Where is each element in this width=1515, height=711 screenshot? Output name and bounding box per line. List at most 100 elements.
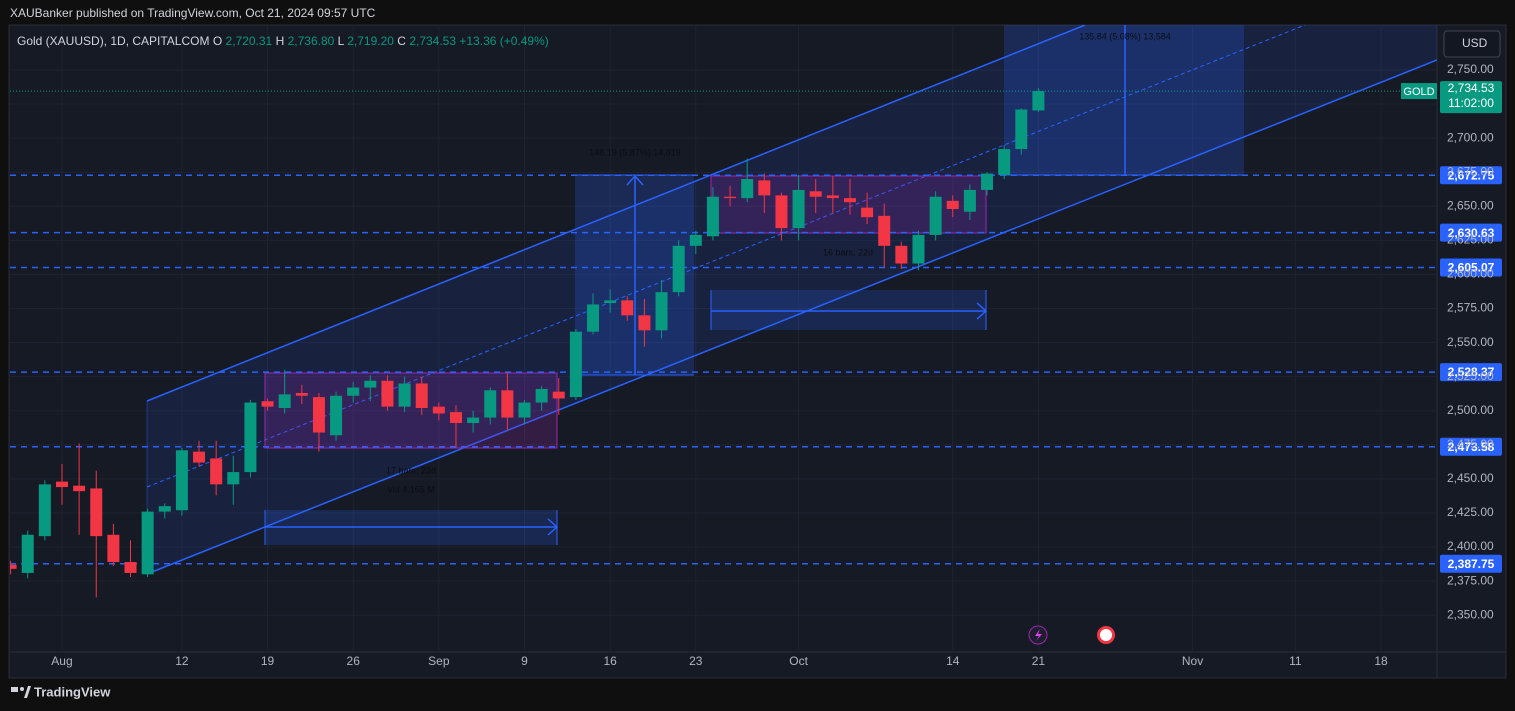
y-tick-label: 2,550.00: [1447, 335, 1494, 349]
legend-item: +13.36 (+0.49%): [459, 34, 548, 48]
legend-item: 2,719.20: [347, 34, 394, 48]
candle-body: [364, 380, 377, 388]
candle-body: [467, 417, 480, 424]
level-label: 2,630.63: [1448, 226, 1495, 240]
level-label-box: [1440, 223, 1502, 242]
level-label-box: [1440, 363, 1502, 382]
candle-body: [929, 196, 942, 235]
candle-body: [1015, 109, 1028, 150]
candle-body: [330, 395, 343, 436]
candle-body: [398, 383, 411, 407]
date-range-box: [711, 290, 986, 330]
y-tick-label: 2,425.00: [1447, 505, 1494, 519]
y-tick-label: 2,600.00: [1447, 267, 1494, 281]
candle-body: [175, 450, 188, 511]
level-label: 2,473.58: [1448, 440, 1495, 454]
legend: Gold (XAUUSD), 1D, CAPITALCOM O 2,720.31…: [17, 34, 549, 48]
channel-mid: [146, 25, 1306, 488]
currency: USD: [1462, 36, 1488, 50]
annotation: 135.84 (5.08%) 13,584: [1079, 31, 1171, 41]
candle-body: [724, 196, 737, 199]
footer-brand: TradingView: [34, 684, 111, 699]
candle-body: [415, 383, 428, 409]
candle-body: [312, 397, 325, 433]
candle-body: [826, 195, 839, 199]
candle-body: [741, 179, 754, 199]
event-icon-glyph: [1100, 629, 1112, 641]
candle-body: [55, 481, 68, 488]
x-tick-label: 23: [689, 654, 703, 668]
candle-body: [381, 380, 394, 407]
legend-item: L: [338, 34, 345, 48]
footer-logo: [11, 686, 31, 698]
annotation: 16 bars, 22d: [823, 247, 873, 257]
x-tick-label: 18: [1374, 654, 1388, 668]
annotation: 148.19 (5.87%) 14,819: [589, 147, 681, 157]
annotation: 17 bars, 23d: [386, 465, 436, 475]
x-tick-label: Aug: [51, 654, 72, 668]
candle-body: [843, 198, 856, 203]
candle-body: [604, 300, 617, 304]
legend-item: C: [397, 34, 406, 48]
y-tick-label: 2,500.00: [1447, 403, 1494, 417]
candle-body: [21, 534, 34, 573]
y-tick-label: 2,475.00: [1447, 437, 1494, 451]
candle-body: [141, 511, 154, 575]
y-tick-label: 2,750.00: [1447, 62, 1494, 76]
candle-body: [621, 300, 634, 316]
candle-body: [484, 390, 497, 418]
x-tick-label: 16: [603, 654, 617, 668]
y-tick-label: 2,350.00: [1447, 607, 1494, 621]
x-tick-label: 21: [1032, 654, 1046, 668]
y-tick-label: 2,400.00: [1447, 539, 1494, 553]
legend-item: 2,720.31: [226, 34, 273, 48]
countdown: 11:02:00: [1448, 96, 1494, 110]
candle-body: [73, 485, 86, 492]
candle-body: [124, 562, 137, 573]
level-label: 2,605.07: [1448, 261, 1495, 275]
candle-body: [689, 234, 702, 246]
symbol-tag-box: [1401, 83, 1437, 100]
candle-body: [38, 484, 51, 537]
event-icon-glyph: [1035, 629, 1042, 641]
legend-item: Gold (XAUUSD), 1D, CAPITALCOM: [17, 34, 209, 48]
candle-body: [946, 200, 959, 210]
level-label-box: [1440, 554, 1502, 573]
candle-body: [998, 149, 1011, 175]
x-tick-label: 11: [1289, 654, 1302, 668]
x-tick-label: Oct: [789, 654, 808, 668]
candle-body: [261, 401, 274, 407]
legend-item: 2,734.53: [409, 34, 456, 48]
candle-body: [158, 506, 171, 512]
level-label-box: [1440, 166, 1502, 185]
candle-body: [878, 215, 891, 246]
channel-fill: [147, 25, 1437, 574]
last-price-label: 2,734.53: [1448, 81, 1495, 95]
x-tick-label: 19: [261, 654, 275, 668]
level-label-box: [1440, 437, 1502, 456]
legend-item: 2,736.80: [288, 34, 335, 48]
candle-body: [552, 391, 565, 399]
candle-body: [295, 393, 308, 396]
candle-body: [638, 315, 651, 331]
candle-body: [587, 304, 600, 332]
level-label-box: [1440, 258, 1502, 277]
last-price-box: [1440, 81, 1502, 114]
candle-body: [912, 234, 925, 264]
candle-body: [244, 402, 257, 473]
candle-body: [758, 180, 771, 196]
arrow-head: [626, 174, 644, 186]
channel-upper: [146, 25, 1086, 402]
candle-body: [227, 472, 240, 485]
chart-frame: [8, 24, 1507, 679]
x-tick-label: Nov: [1182, 654, 1203, 668]
currency-button[interactable]: [1443, 30, 1501, 58]
legend: Gold (XAUUSD), 1D, CAPITALCOM O 2,720.31…: [17, 34, 549, 48]
candle-body: [449, 412, 462, 424]
candle-body: [963, 189, 976, 212]
level-label: 2,672.75: [1448, 168, 1495, 182]
candle-body: [278, 394, 291, 409]
candle-body: [861, 207, 874, 218]
